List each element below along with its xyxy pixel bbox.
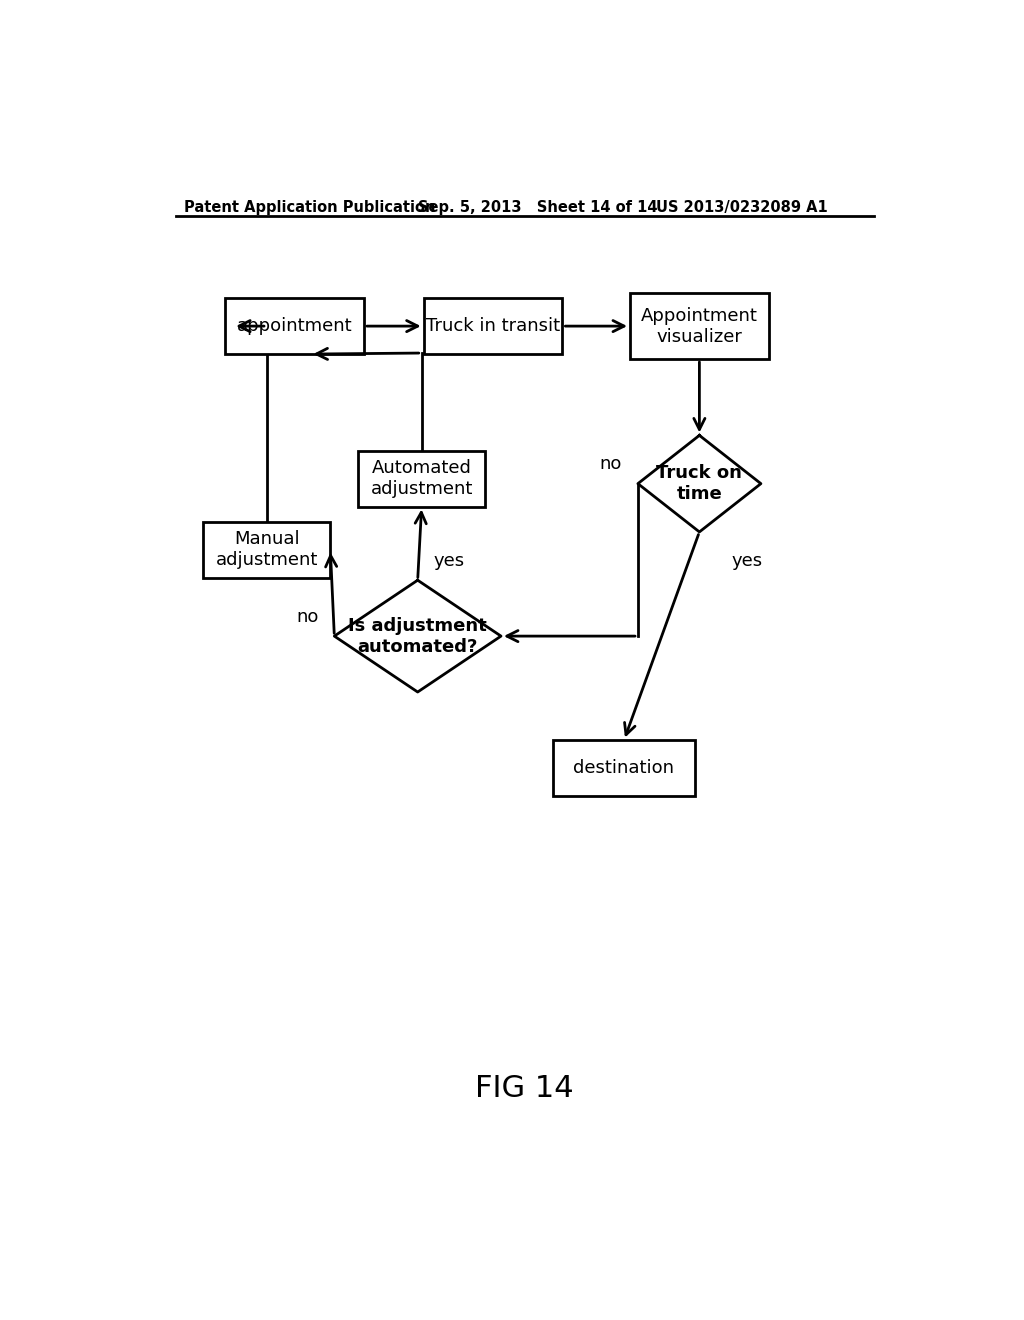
Bar — [630, 293, 769, 359]
Text: Manual
adjustment: Manual adjustment — [216, 531, 318, 569]
Bar — [553, 741, 695, 796]
Text: Appointment
visualizer: Appointment visualizer — [641, 306, 758, 346]
Text: no: no — [296, 609, 318, 626]
Text: US 2013/0232089 A1: US 2013/0232089 A1 — [655, 199, 827, 215]
Text: yes: yes — [433, 552, 465, 570]
Text: Patent Application Publication: Patent Application Publication — [183, 199, 435, 215]
Text: no: no — [600, 455, 622, 474]
Bar — [225, 298, 365, 354]
Text: Is adjustment
automated?: Is adjustment automated? — [348, 616, 487, 656]
Bar — [424, 298, 562, 354]
Text: Truck on
time: Truck on time — [656, 465, 742, 503]
Bar — [358, 450, 485, 507]
Text: Automated
adjustment: Automated adjustment — [371, 459, 473, 498]
Text: Sep. 5, 2013   Sheet 14 of 14: Sep. 5, 2013 Sheet 14 of 14 — [418, 199, 657, 215]
Text: yes: yes — [731, 552, 762, 570]
Text: FIG 14: FIG 14 — [475, 1074, 574, 1104]
Text: destination: destination — [573, 759, 675, 777]
Text: appointment: appointment — [237, 317, 352, 335]
Text: Truck in transit: Truck in transit — [426, 317, 560, 335]
Bar — [204, 521, 331, 578]
